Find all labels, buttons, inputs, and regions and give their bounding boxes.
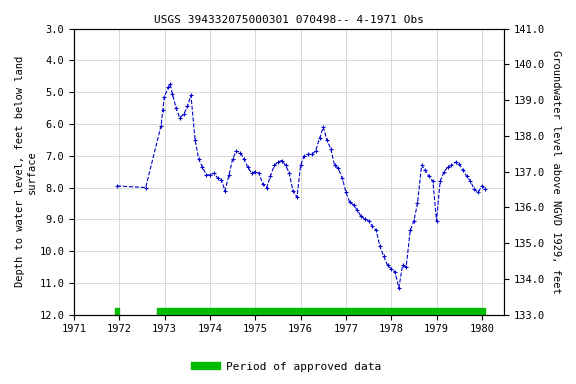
Y-axis label: Depth to water level, feet below land
surface: Depth to water level, feet below land su… — [15, 56, 37, 287]
Title: USGS 394332075000301 070498-- 4-1971 Obs: USGS 394332075000301 070498-- 4-1971 Obs — [154, 15, 425, 25]
Legend: Period of approved data: Period of approved data — [191, 358, 385, 377]
Y-axis label: Groundwater level above NGVD 1929, feet: Groundwater level above NGVD 1929, feet — [551, 50, 561, 293]
